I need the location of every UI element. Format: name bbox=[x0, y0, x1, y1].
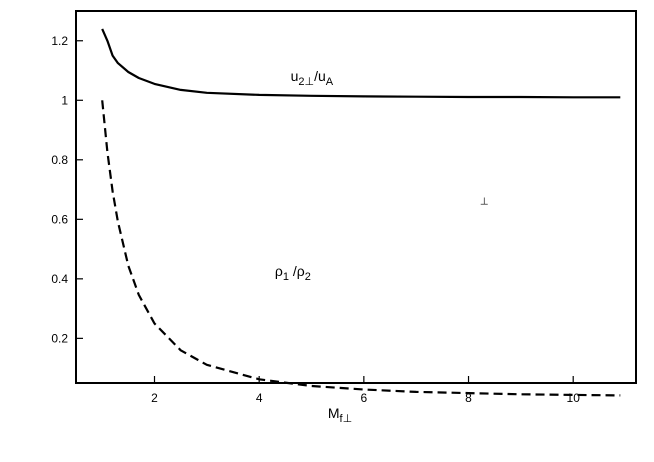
stray-glyph: ⊥ bbox=[480, 196, 489, 207]
y-tick-label-3: 0.8 bbox=[51, 153, 68, 167]
x-tick-label-3: 8 bbox=[465, 391, 472, 405]
series-label-1-part-a: ρ bbox=[275, 263, 283, 279]
series-label-0-part-mid: /u bbox=[314, 68, 326, 84]
x-axis-title-base: M bbox=[328, 405, 340, 421]
curves bbox=[101, 28, 621, 397]
series-label-0-part-a: u bbox=[291, 68, 299, 84]
y-tick-label-5: 1.2 bbox=[51, 34, 68, 48]
series-label-1: ρ1 /ρ2 bbox=[275, 263, 311, 283]
series-label-0-sub-a: 2⊥ bbox=[298, 76, 314, 88]
x-axis-title: Mf⊥ bbox=[328, 405, 352, 425]
series-label-1-sub-b: 2 bbox=[305, 271, 311, 283]
y-tick-label-0: 0.2 bbox=[51, 331, 68, 345]
x-tick-label-2: 6 bbox=[361, 391, 368, 405]
series-label-1-part-mid: /ρ bbox=[289, 263, 305, 279]
ticks: 2 4 6 8 10 0.2 0.4 0.6 0.8 1 1.2 bbox=[51, 34, 580, 405]
series-label-0-sub-b: A bbox=[326, 76, 334, 88]
plot-frame bbox=[75, 10, 637, 384]
series-label-0: u2⊥/uA bbox=[291, 68, 334, 88]
plot-border bbox=[75, 10, 637, 384]
x-axis-title-sub: f⊥ bbox=[340, 413, 353, 425]
series-line-0 bbox=[101, 28, 621, 99]
y-tick-label-1: 0.4 bbox=[51, 272, 68, 286]
y-tick-label-2: 0.6 bbox=[51, 212, 68, 226]
x-tick-label-1: 4 bbox=[256, 391, 263, 405]
x-tick-label-0: 2 bbox=[151, 391, 158, 405]
series-label-1-sub-a: 1 bbox=[283, 271, 289, 283]
series-line-1 bbox=[101, 100, 621, 397]
x-tick-label-4: 10 bbox=[567, 391, 581, 405]
y-tick-label-4: 1 bbox=[61, 93, 68, 107]
